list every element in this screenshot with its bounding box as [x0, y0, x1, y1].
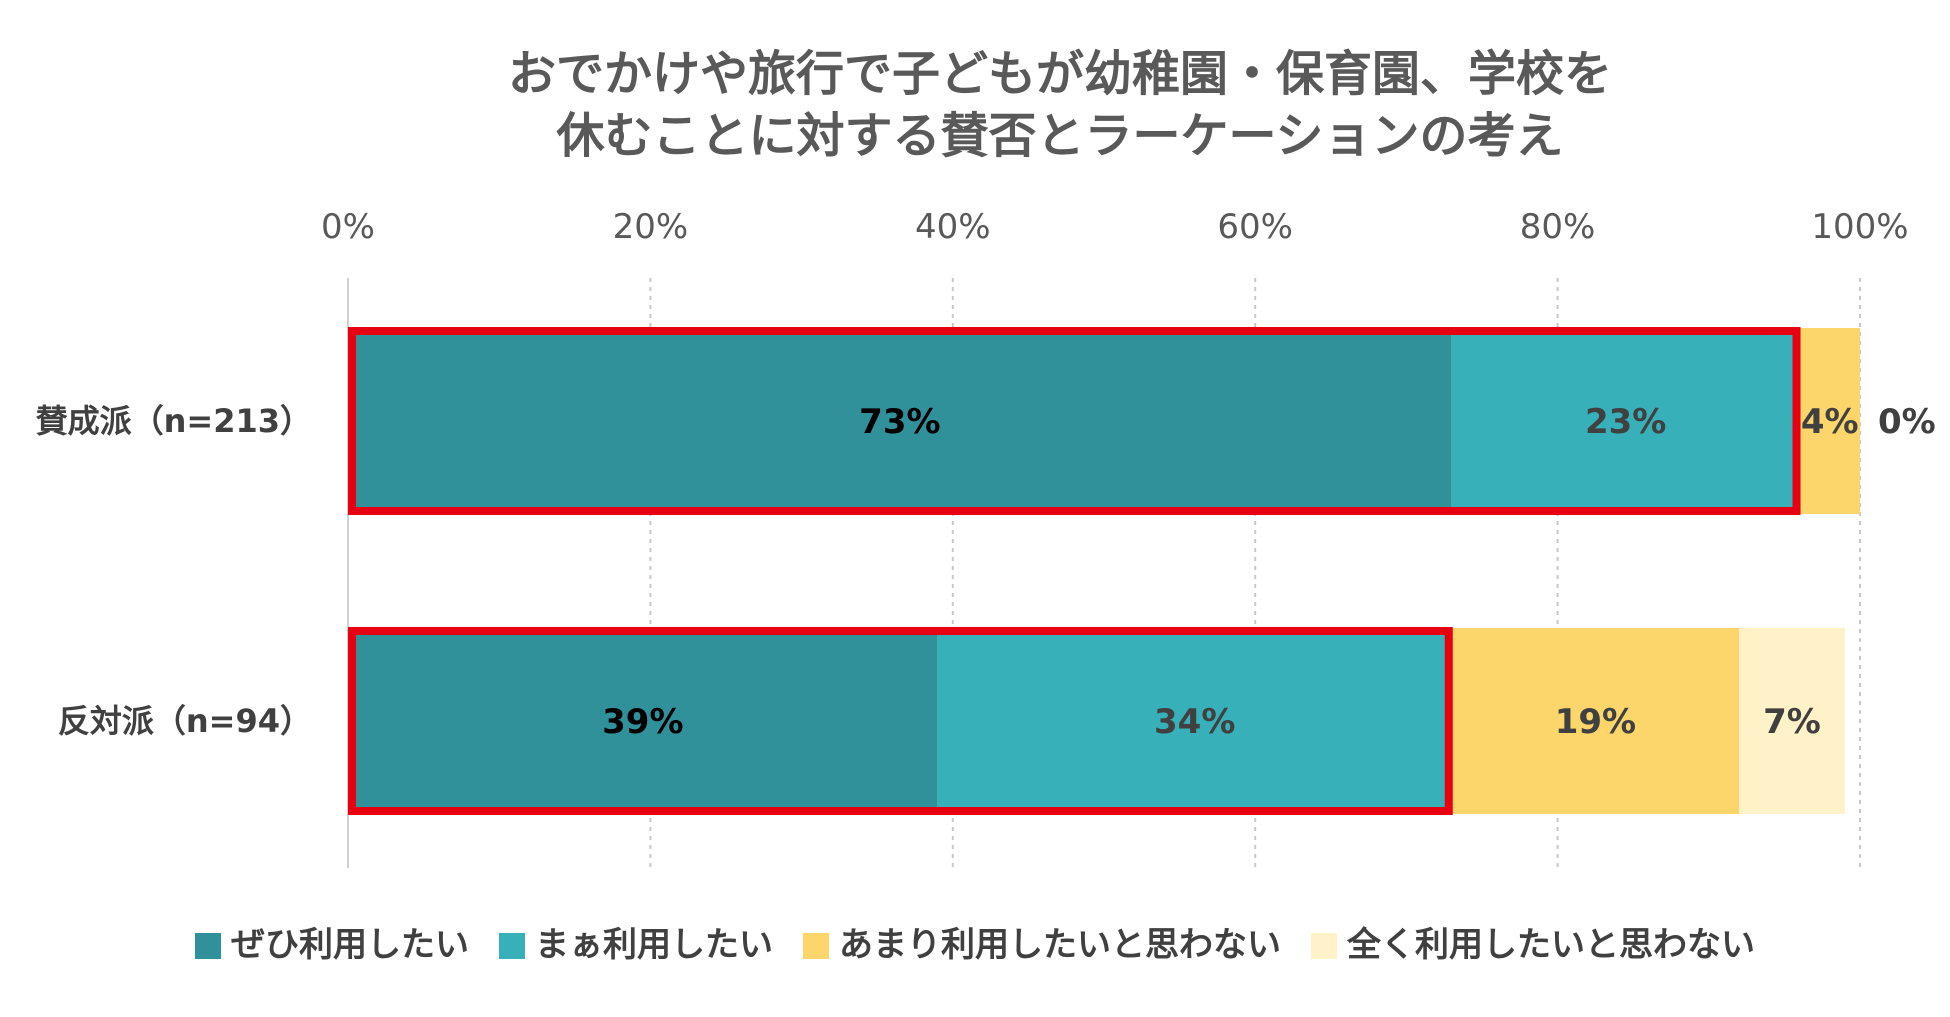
bar-segment: [1451, 328, 1800, 514]
legend-swatch: [803, 933, 829, 959]
bar-segment: [1451, 628, 1740, 814]
chart-title-line-2: 休むことに対する賛否とラーケーションの考え: [555, 108, 1563, 164]
data-label: 4%: [1801, 402, 1859, 442]
data-label: 7%: [1763, 702, 1821, 742]
legend-swatch: [195, 933, 221, 959]
legend-label: 全く利用したいと思わない: [1346, 925, 1755, 965]
legend-swatch: [499, 933, 525, 959]
bar-segment: [1799, 328, 1860, 514]
legend: ぜひ利用したい まぁ利用したい あまり利用したいと思わない 全く利用したいと思わない: [195, 925, 1755, 965]
x-tick-label: 20%: [613, 207, 689, 247]
legend-label: ぜひ利用したい: [231, 925, 469, 965]
highlight-frames: [348, 327, 1801, 815]
legend-label: まぁ利用したい: [535, 925, 773, 965]
highlight-frame: [348, 327, 1801, 515]
bar-segment: [348, 628, 938, 814]
x-tick-label: 40%: [915, 207, 991, 247]
category-label: 賛成派（n=213）: [36, 402, 312, 440]
x-tick-label: 60%: [1217, 207, 1293, 247]
data-label: 73%: [859, 402, 940, 442]
data-label: 19%: [1555, 702, 1636, 742]
x-axis-ticks: 0% 20% 40% 60% 80% 100%: [321, 207, 1909, 247]
highlight-frame: [348, 627, 1453, 815]
data-label: 23%: [1585, 402, 1666, 442]
category-label: 反対派（n=94）: [58, 702, 312, 740]
data-label: 0%: [1878, 402, 1936, 442]
x-tick-label: 100%: [1811, 207, 1908, 247]
data-label: 34%: [1154, 702, 1235, 742]
x-tick-label: 80%: [1520, 207, 1596, 247]
category-labels: 賛成派（n=213） 反対派（n=94）: [36, 402, 312, 740]
bar-segment: [1739, 628, 1845, 814]
legend-swatch: [1311, 933, 1337, 959]
x-tick-label: 0%: [321, 207, 375, 247]
bar-segment: [937, 628, 1452, 814]
bar-segment: [348, 328, 1452, 514]
chart-title-line-1: おでかけや旅行で子どもが幼稚園・保育園、学校を: [508, 46, 1612, 102]
bars: 73% 23% 4% 0% 39% 34% 19% 7%: [348, 328, 1936, 814]
legend-label: あまり利用したいと思わない: [839, 925, 1281, 965]
data-label: 39%: [602, 702, 683, 742]
